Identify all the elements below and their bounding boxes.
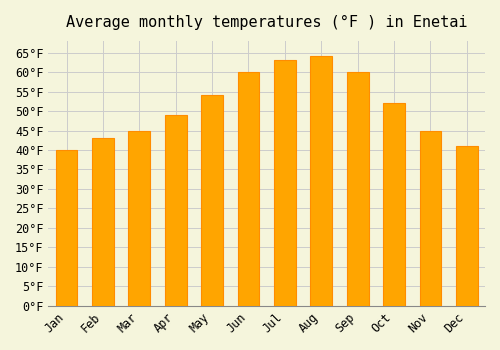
Bar [165,115,186,306]
Bar [310,56,332,306]
Bar [456,146,477,306]
Bar [420,131,442,306]
Bar [383,103,405,306]
Bar [274,61,296,306]
Bar [238,72,260,306]
Bar [92,138,114,306]
Bar [128,131,150,306]
Bar [346,72,368,306]
Bar [56,150,78,306]
Title: Average monthly temperatures (°F ) in Enetai: Average monthly temperatures (°F ) in En… [66,15,468,30]
Bar [201,96,223,306]
